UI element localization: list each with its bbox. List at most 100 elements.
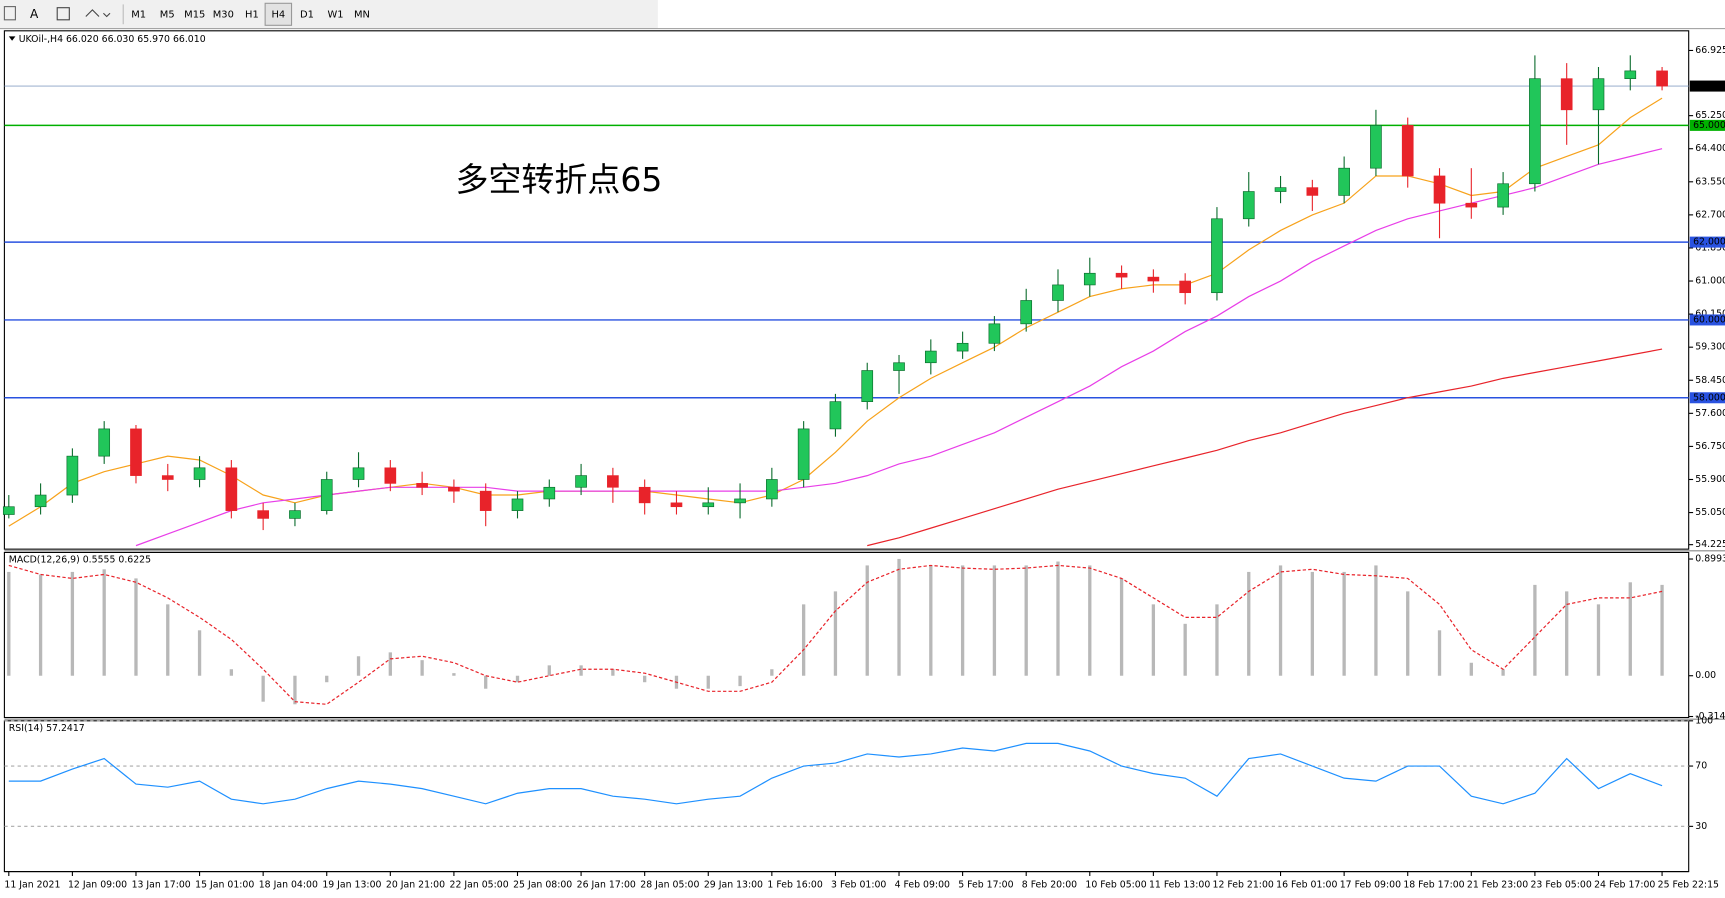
y-tick-label: 63.550: [1695, 176, 1725, 187]
candle-body: [956, 342, 969, 352]
candle-body: [161, 475, 174, 480]
shapes-tool[interactable]: [85, 9, 111, 18]
y-tick-label: 0.8993: [1695, 554, 1725, 565]
x-tick-label: 18 Feb 17:00: [1403, 879, 1464, 890]
candle-body: [575, 475, 587, 488]
x-tick-label: 18 Jan 04:00: [259, 879, 318, 890]
candle-body: [1433, 175, 1446, 204]
price-level-tag: [1689, 119, 1725, 131]
x-tick-label: 22 Jan 05:00: [450, 879, 509, 890]
x-tick-label: 21 Feb 23:00: [1467, 879, 1528, 890]
candle-body: [1306, 187, 1319, 196]
macd-bar: [70, 571, 75, 676]
timeframes: M1 M5 M15 M30 H1 H4 D1 W1 MN: [131, 9, 370, 20]
macd-title: MACD(12,26,9) 0.5555 0.6225: [9, 555, 151, 566]
timeframe-button[interactable]: M5: [160, 9, 175, 20]
y-tick-label: 56.750: [1695, 441, 1725, 452]
macd-bar: [547, 665, 551, 676]
x-tick-label: 20 Jan 21:00: [386, 879, 445, 890]
timeframe-button[interactable]: H4: [271, 9, 285, 20]
candle-body: [734, 498, 746, 504]
macd-bar: [865, 565, 869, 676]
y-tick-label: 66.925: [1695, 45, 1725, 56]
macd-bar: [102, 569, 106, 676]
timeframe-button[interactable]: W1: [328, 9, 344, 20]
macd-bar: [1565, 591, 1569, 676]
candle-body: [34, 494, 47, 508]
candle-body: [1529, 78, 1541, 185]
macd-bar: [388, 652, 392, 676]
x-tick-label: 28 Jan 05:00: [640, 879, 699, 890]
macd-bar: [1437, 630, 1442, 676]
price-level-label: 60.000: [1693, 314, 1725, 325]
timeframe-button[interactable]: M1: [131, 9, 146, 20]
macd-bar: [166, 604, 170, 676]
macd-bar: [960, 565, 965, 676]
macd-bar: [611, 669, 615, 676]
macd-bar: [1660, 584, 1664, 676]
candle-body: [1592, 78, 1605, 111]
candle-body: [1115, 272, 1128, 278]
candle-body: [257, 510, 269, 519]
candle-body: [1020, 300, 1033, 325]
macd-bar: [38, 574, 43, 676]
label-tool[interactable]: [56, 7, 70, 21]
timeframe-button[interactable]: H1: [245, 9, 259, 20]
tool-crosshair[interactable]: [3, 6, 16, 21]
y-tick-label: 0.00: [1695, 670, 1716, 681]
main-panel: [3, 30, 1690, 550]
macd-bar: [452, 673, 456, 676]
x-tick-label: 1 Feb 16:00: [767, 879, 822, 890]
macd-bar: [706, 675, 710, 689]
x-tick-label: 5 Feb 17:00: [958, 879, 1013, 890]
candle-body: [448, 486, 460, 492]
x-tick-label: 23 Feb 05:00: [1530, 879, 1591, 890]
candle-body: [829, 401, 842, 430]
candle-body: [289, 510, 301, 519]
macd-bar: [356, 656, 361, 676]
y-tick-label: 55.900: [1695, 474, 1725, 485]
candle-body: [66, 455, 79, 496]
macd-bar: [1469, 662, 1473, 676]
candle-body: [1211, 218, 1223, 294]
candle-body: [1179, 280, 1191, 294]
candle-body: [416, 483, 428, 488]
candle-body: [1370, 125, 1382, 169]
candle-body: [766, 479, 778, 500]
moving-average: [867, 348, 1663, 547]
active-timeframe: [264, 2, 293, 26]
x-tick-label: 8 Feb 20:00: [1022, 879, 1077, 890]
macd-bar: [515, 675, 520, 683]
macd-bar: [1596, 604, 1601, 676]
candle-body: [479, 490, 492, 511]
x-tick-label: 25 Feb 22:15: [1658, 879, 1719, 890]
annotation: 多空转折点65: [455, 160, 662, 199]
macd-bar: [325, 675, 329, 683]
text-tool[interactable]: A: [30, 7, 39, 21]
candle-body: [352, 467, 365, 480]
candle-body: [1147, 276, 1160, 282]
candle-body: [702, 502, 715, 508]
timeframe-button[interactable]: D1: [300, 9, 314, 20]
macd-bar: [801, 604, 806, 676]
toolbar: A: [0, 0, 1725, 30]
x-tick-label: 10 Feb 05:00: [1085, 879, 1146, 890]
candle-body: [511, 498, 524, 511]
x-tick-label: 26 Jan 17:00: [577, 879, 636, 890]
candle-body: [384, 467, 397, 484]
candle-body: [225, 467, 238, 511]
macd-bar: [1310, 571, 1314, 676]
price-level-tag: [1689, 392, 1725, 404]
candle-body: [1497, 183, 1509, 208]
x-tick-label: 11 Jan 2021: [4, 879, 60, 890]
timeframe-button[interactable]: M30: [213, 9, 234, 20]
timeframe-button[interactable]: M15: [184, 9, 205, 20]
candle-body: [2, 506, 15, 515]
x-tick-label: 19 Jan 13:00: [322, 879, 381, 890]
candle-body: [670, 502, 683, 508]
timeframe-button[interactable]: MN: [354, 9, 370, 20]
macd-bar: [1215, 604, 1219, 676]
candle-body: [1624, 70, 1637, 80]
price-level-tag: [1689, 314, 1725, 326]
y-tick-label: 58.450: [1695, 375, 1725, 386]
